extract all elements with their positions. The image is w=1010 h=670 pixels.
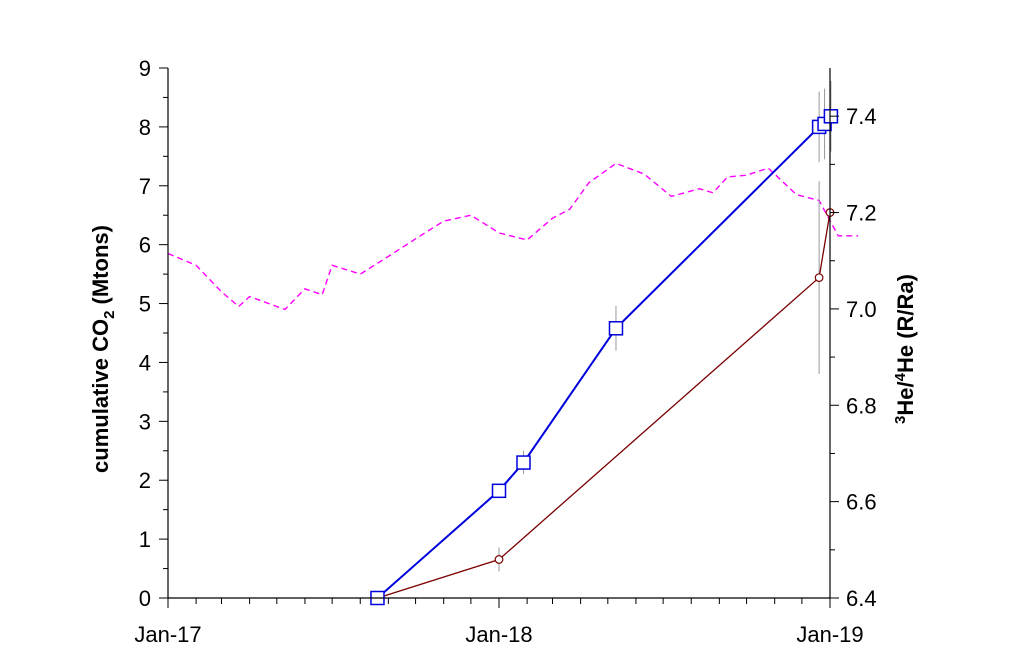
y-left-tick-label: 5 [139,292,151,317]
y-axis-right-title: 3He/4He (R/Ra) [892,274,918,424]
y-left-tick-label: 6 [139,233,151,258]
y-right-tick-label: 7.2 [846,201,877,226]
y-left-tick-label: 7 [139,174,151,199]
series-1-point [494,555,504,564]
series-0-point [516,455,531,470]
y-left-tick-label: 0 [139,586,151,611]
y-right-tick-label: 6.8 [846,393,877,418]
axes-layer: Jan-17 Jan-18 Jan-19 0 1 2 3 4 5 6 7 8 9 6.4 6.6 6.8 7.0… [134,56,876,647]
series-0-line [376,115,832,599]
series-1-line [377,212,831,599]
y-right-tick-label: 7.4 [846,104,877,129]
y-axis-right-title-sup2: 4 [892,372,909,381]
y-left-tick-label: 9 [139,56,151,81]
series-layer [167,80,859,606]
series-2-line [167,162,859,311]
y-axis-left-title-pre: cumulative CO [88,319,113,473]
y-left-tick-label: 3 [139,409,151,434]
y-axis-left-title-post: (Mtons) [88,225,113,311]
x-tick-label: Jan-19 [796,622,863,647]
y-right-tick-label: 6.6 [846,490,877,515]
y-right-tick-label: 6.4 [846,586,877,611]
y-axis-right-title-post: He (R/Ra) [893,274,918,373]
y-axis-right-title-mid: He/ [893,381,918,415]
y-left-tick-label: 2 [139,468,151,493]
y-axis-left-title-sub: 2 [101,311,118,319]
y-right-tick-label: 7.0 [846,297,877,322]
y-left-tick-label: 4 [139,350,151,375]
y-axis-right-title-sup1: 3 [892,416,909,424]
y-left-tick-label: 1 [139,527,151,552]
y-left-tick-label: 8 [139,115,151,140]
series-1-point [814,273,824,282]
series-0-point [608,321,624,336]
x-tick-label: Jan-17 [134,622,201,647]
series-0-point [491,483,507,499]
x-tick-label: Jan-18 [465,622,532,647]
y-axis-left-title: cumulative CO2 (Mtons) [88,225,118,473]
